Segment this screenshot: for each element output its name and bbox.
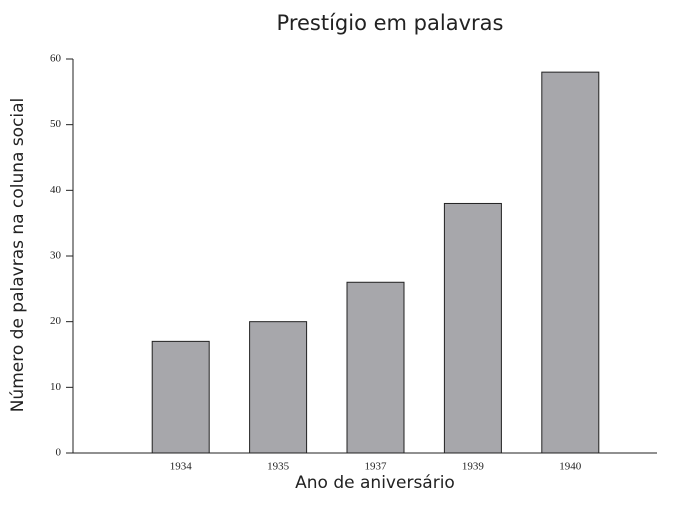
x-tick-label: 1937 xyxy=(365,461,388,473)
x-tick-label: 1934 xyxy=(170,461,193,473)
x-tick-label: 1935 xyxy=(267,461,290,473)
y-tick-label: 50 xyxy=(50,118,62,130)
x-axis-label: Ano de aniversário xyxy=(295,473,455,493)
y-tick-label: 30 xyxy=(50,250,62,262)
y-tick-label: 60 xyxy=(50,53,62,65)
bar xyxy=(541,71,600,454)
y-tick-label: 40 xyxy=(50,184,62,196)
x-tick-label: 1940 xyxy=(559,461,582,473)
bar xyxy=(346,281,405,454)
y-tick-label: 20 xyxy=(50,315,62,327)
chart-title: Prestígio em palavras xyxy=(277,11,504,35)
y-tick-label: 10 xyxy=(50,381,62,393)
bar xyxy=(443,202,502,454)
y-axis-label: Número de palavras na coluna social xyxy=(8,98,28,413)
x-tick-label: 1939 xyxy=(462,461,485,473)
bar xyxy=(249,321,308,454)
bar xyxy=(151,340,210,454)
y-tick-label: 0 xyxy=(56,447,62,459)
